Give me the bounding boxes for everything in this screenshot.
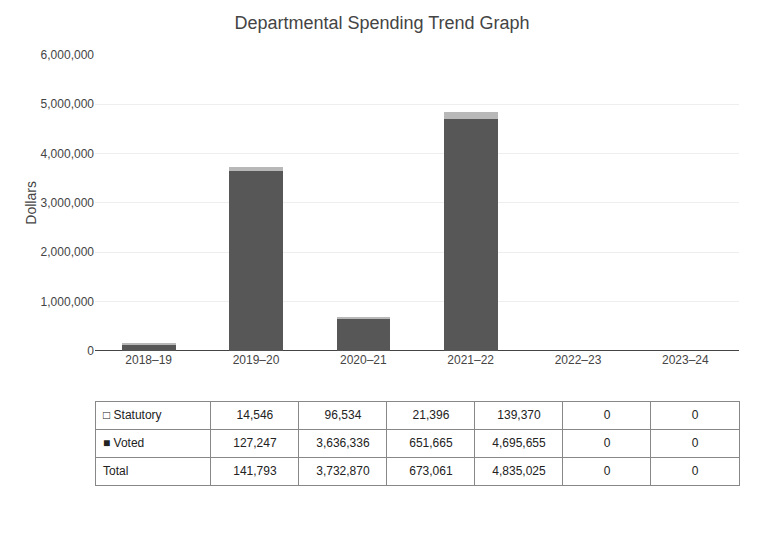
svg-text:Dollars: Dollars	[23, 181, 39, 225]
svg-text:0: 0	[87, 344, 94, 358]
svg-text:0: 0	[692, 464, 699, 478]
svg-text:0: 0	[604, 436, 611, 450]
svg-text:127,247: 127,247	[233, 436, 277, 450]
svg-text:21,396: 21,396	[413, 408, 450, 422]
svg-text:Departmental Spending Trend Gr: Departmental Spending Trend Graph	[234, 13, 529, 33]
svg-text:0: 0	[692, 436, 699, 450]
svg-text:2019–20: 2019–20	[233, 353, 280, 367]
svg-text:1,000,000: 1,000,000	[41, 295, 95, 309]
svg-text:2021–22: 2021–22	[447, 353, 494, 367]
svg-text:14,546: 14,546	[237, 408, 274, 422]
svg-text:0: 0	[604, 408, 611, 422]
svg-text:4,695,655: 4,695,655	[492, 436, 546, 450]
svg-text:2018–19: 2018–19	[125, 353, 172, 367]
svg-text:□ Statutory: □ Statutory	[103, 408, 162, 422]
svg-text:■ Voted: ■ Voted	[103, 436, 144, 450]
svg-text:6,000,000: 6,000,000	[41, 48, 95, 62]
svg-text:2023–24: 2023–24	[662, 353, 709, 367]
svg-text:4,835,025: 4,835,025	[492, 464, 546, 478]
svg-text:2020–21: 2020–21	[340, 353, 387, 367]
svg-text:141,793: 141,793	[233, 464, 277, 478]
svg-text:96,534: 96,534	[325, 408, 362, 422]
svg-text:0: 0	[604, 464, 611, 478]
svg-text:0: 0	[692, 408, 699, 422]
svg-text:2022–23: 2022–23	[555, 353, 602, 367]
svg-text:673,061: 673,061	[409, 464, 453, 478]
svg-text:3,000,000: 3,000,000	[41, 196, 95, 210]
svg-text:3,636,336: 3,636,336	[316, 436, 370, 450]
svg-text:3,732,870: 3,732,870	[316, 464, 370, 478]
svg-text:Total: Total	[103, 464, 128, 478]
svg-text:651,665: 651,665	[409, 436, 453, 450]
svg-text:4,000,000: 4,000,000	[41, 147, 95, 161]
svg-text:2,000,000: 2,000,000	[41, 245, 95, 259]
svg-text:139,370: 139,370	[497, 408, 541, 422]
svg-text:5,000,000: 5,000,000	[41, 97, 95, 111]
